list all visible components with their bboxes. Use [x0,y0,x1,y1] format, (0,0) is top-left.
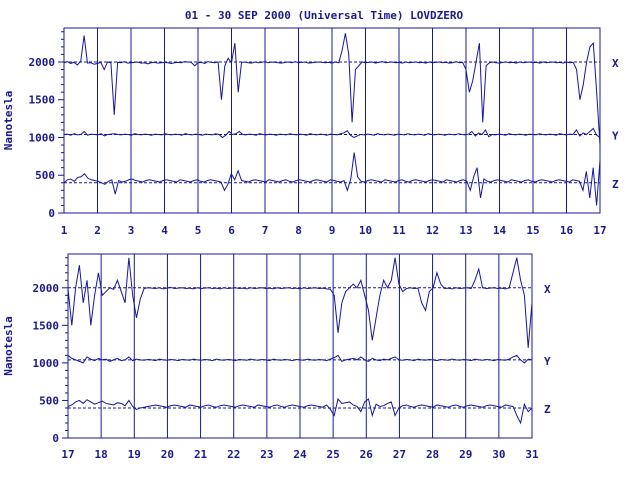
x-tick-label: 4 [161,224,168,237]
component-label-x: X [612,57,619,70]
x-tick-label: 20 [161,448,174,461]
x-tick-label: 10 [359,224,372,237]
x-tick-label: 17 [593,224,606,237]
component-label-z: Z [612,178,619,191]
series-x-trace [67,257,533,348]
series-z-trace [67,397,533,425]
y-tick-label: 2000 [29,56,56,69]
x-tick-label: 3 [128,224,135,237]
y-tick-label: 500 [39,394,59,407]
x-tick-label: 23 [260,448,273,461]
x-tick-label: 12 [426,224,439,237]
component-label-y: Y [544,355,551,368]
x-tick-label: 7 [262,224,269,237]
x-tick-label: 9 [329,224,336,237]
y-tick-label: 1000 [29,131,56,144]
y-tick-label: 0 [52,432,59,445]
y-axis-label: Nanotesla [2,316,15,376]
y-tick-label: 1000 [33,357,60,370]
x-tick-label: 14 [493,224,507,237]
component-label-z: Z [544,403,551,416]
y-tick-label: 2000 [33,282,60,295]
x-tick-label: 31 [525,448,539,461]
x-tick-label: 26 [360,448,374,461]
y-axis-label: Nanotesla [2,91,15,151]
x-tick-label: 16 [560,224,574,237]
x-tick-label: 30 [492,448,505,461]
series-y-trace [67,354,533,364]
series-x-trace [63,33,601,146]
x-tick-label: 28 [426,448,439,461]
y-tick-label: 0 [48,207,55,220]
x-tick-label: 29 [459,448,472,461]
y-tick-label: 500 [35,169,55,182]
series-y-trace [63,127,601,139]
x-tick-label: 27 [393,448,406,461]
x-tick-label: 17 [61,448,74,461]
x-tick-label: 8 [295,224,302,237]
x-tick-label: 6 [228,224,235,237]
top-panel: 1 2 3 4 5 6 7 8 9 10 11 12 13 14 15 16 17050010001500200… [2,27,619,237]
x-tick-label: 11 [392,224,406,237]
x-tick-label: 24 [293,448,307,461]
x-tick-label: 15 [526,224,539,237]
y-tick-label: 1500 [29,94,56,107]
x-tick-label: 13 [459,224,472,237]
x-tick-label: 25 [327,448,340,461]
x-tick-label: 2 [94,224,101,237]
bottom-panel: 17 18 19 20 21 22 23 24 25 26 27 28 29 30 31 0 500 1000 15… [2,253,551,461]
x-tick-label: 1 [61,224,68,237]
x-tick-label: 18 [95,448,108,461]
y-tick-label: 1500 [33,319,60,332]
series-z-trace [63,152,601,206]
component-label-x: X [544,283,551,296]
x-tick-label: 21 [194,448,208,461]
x-tick-label: 5 [195,224,202,237]
x-tick-label: 19 [128,448,141,461]
chart-title: 01 - 30 SEP 2000 (Universal Time) LOVDZE… [185,9,464,22]
component-label-y: Y [612,129,619,142]
x-tick-label: 22 [227,448,240,461]
